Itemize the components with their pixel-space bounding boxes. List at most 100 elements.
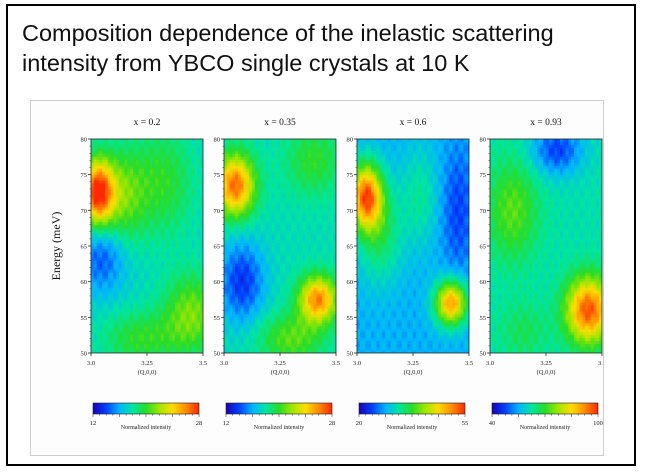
intensity-cell bbox=[280, 243, 284, 247]
intensity-cell bbox=[161, 350, 165, 353]
intensity-cell bbox=[169, 174, 173, 179]
intensity-cell bbox=[197, 162, 201, 167]
intensity-cell bbox=[282, 219, 287, 223]
intensity-cell bbox=[135, 344, 140, 348]
intensity-cell bbox=[271, 254, 275, 259]
intensity-cell bbox=[116, 246, 120, 250]
intensity-cell bbox=[107, 347, 112, 351]
intensity-cell bbox=[189, 198, 193, 203]
intensity-cell bbox=[285, 228, 289, 232]
intensity-cell bbox=[238, 156, 242, 161]
intensity-cell bbox=[238, 189, 242, 194]
intensity-cell bbox=[91, 338, 95, 342]
intensity-cell bbox=[113, 290, 117, 295]
intensity-cell bbox=[226, 347, 231, 351]
intensity-cell bbox=[238, 317, 242, 321]
intensity-cell bbox=[119, 257, 123, 262]
intensity-cell bbox=[271, 177, 275, 182]
intensity-cell bbox=[91, 180, 95, 185]
intensity-cell bbox=[186, 302, 190, 307]
intensity-cell bbox=[130, 183, 134, 188]
intensity-cell bbox=[291, 317, 295, 321]
intensity-cell bbox=[177, 225, 182, 229]
intensity-cell bbox=[224, 314, 228, 318]
intensity-cell bbox=[96, 275, 100, 280]
intensity-cell bbox=[163, 269, 168, 274]
intensity-cell bbox=[169, 240, 173, 244]
intensity-cell bbox=[105, 216, 109, 220]
intensity-cell bbox=[266, 174, 270, 179]
intensity-cell bbox=[274, 186, 278, 191]
intensity-cell bbox=[254, 165, 259, 170]
intensity-cell bbox=[119, 251, 123, 256]
intensity-cell bbox=[235, 257, 239, 262]
intensity-cell bbox=[141, 305, 145, 310]
intensity-cell bbox=[105, 186, 109, 191]
intensity-cell bbox=[91, 287, 95, 292]
intensity-cell bbox=[235, 222, 239, 226]
intensity-cell bbox=[194, 320, 198, 324]
intensity-cell bbox=[121, 350, 126, 353]
intensity-cell bbox=[186, 311, 190, 315]
intensity-cell bbox=[177, 147, 182, 152]
intensity-cell bbox=[257, 147, 261, 152]
intensity-cell bbox=[271, 347, 275, 351]
intensity-cell bbox=[110, 201, 114, 205]
intensity-cell bbox=[91, 350, 95, 353]
intensity-cell bbox=[172, 201, 176, 205]
intensity-cell bbox=[229, 222, 233, 226]
intensity-cell bbox=[285, 296, 289, 301]
intensity-cell bbox=[268, 266, 273, 271]
intensity-cell bbox=[194, 183, 198, 188]
intensity-cell bbox=[280, 201, 284, 205]
intensity-cell bbox=[130, 314, 134, 318]
intensity-cell bbox=[158, 246, 162, 250]
intensity-cell bbox=[161, 222, 165, 226]
intensity-cell bbox=[238, 314, 242, 318]
intensity-cell bbox=[127, 317, 131, 321]
intensity-cell bbox=[260, 240, 264, 244]
intensity-cell bbox=[186, 213, 190, 217]
intensity-cell bbox=[161, 150, 165, 155]
intensity-cell bbox=[238, 234, 242, 238]
intensity-cell bbox=[119, 278, 123, 283]
intensity-cell bbox=[172, 287, 176, 292]
intensity-cell bbox=[243, 350, 247, 353]
intensity-cell bbox=[127, 329, 131, 333]
intensity-cell bbox=[224, 296, 228, 301]
intensity-cell bbox=[277, 338, 281, 342]
intensity-cell bbox=[166, 216, 170, 220]
intensity-cell bbox=[116, 189, 120, 194]
intensity-cell bbox=[175, 350, 179, 353]
intensity-cell bbox=[277, 305, 281, 310]
intensity-cell bbox=[232, 204, 236, 208]
intensity-cell bbox=[263, 243, 267, 247]
intensity-cell bbox=[107, 293, 112, 298]
intensity-cell bbox=[268, 231, 273, 235]
intensity-cell bbox=[116, 302, 120, 307]
intensity-cell bbox=[135, 257, 140, 262]
intensity-cell bbox=[180, 165, 184, 170]
intensity-cell bbox=[226, 338, 231, 342]
intensity-cell bbox=[277, 350, 281, 353]
intensity-cell bbox=[271, 326, 275, 330]
intensity-cell bbox=[180, 251, 184, 256]
intensity-cell bbox=[252, 246, 256, 250]
intensity-cell bbox=[130, 246, 134, 250]
intensity-cell bbox=[147, 281, 151, 286]
intensity-cell bbox=[288, 296, 292, 301]
intensity-cell bbox=[280, 260, 284, 265]
intensity-cell bbox=[240, 317, 245, 321]
intensity-cell bbox=[138, 153, 142, 158]
intensity-cell bbox=[224, 171, 228, 176]
intensity-cell bbox=[296, 278, 301, 283]
intensity-cell bbox=[294, 240, 298, 244]
intensity-cell bbox=[172, 234, 176, 238]
intensity-cell bbox=[186, 347, 190, 351]
intensity-cell bbox=[113, 269, 117, 274]
intensity-cell bbox=[197, 231, 201, 235]
intensity-cell bbox=[299, 281, 303, 286]
intensity-cell bbox=[294, 156, 298, 161]
intensity-cell bbox=[254, 323, 259, 327]
intensity-cell bbox=[291, 275, 295, 280]
